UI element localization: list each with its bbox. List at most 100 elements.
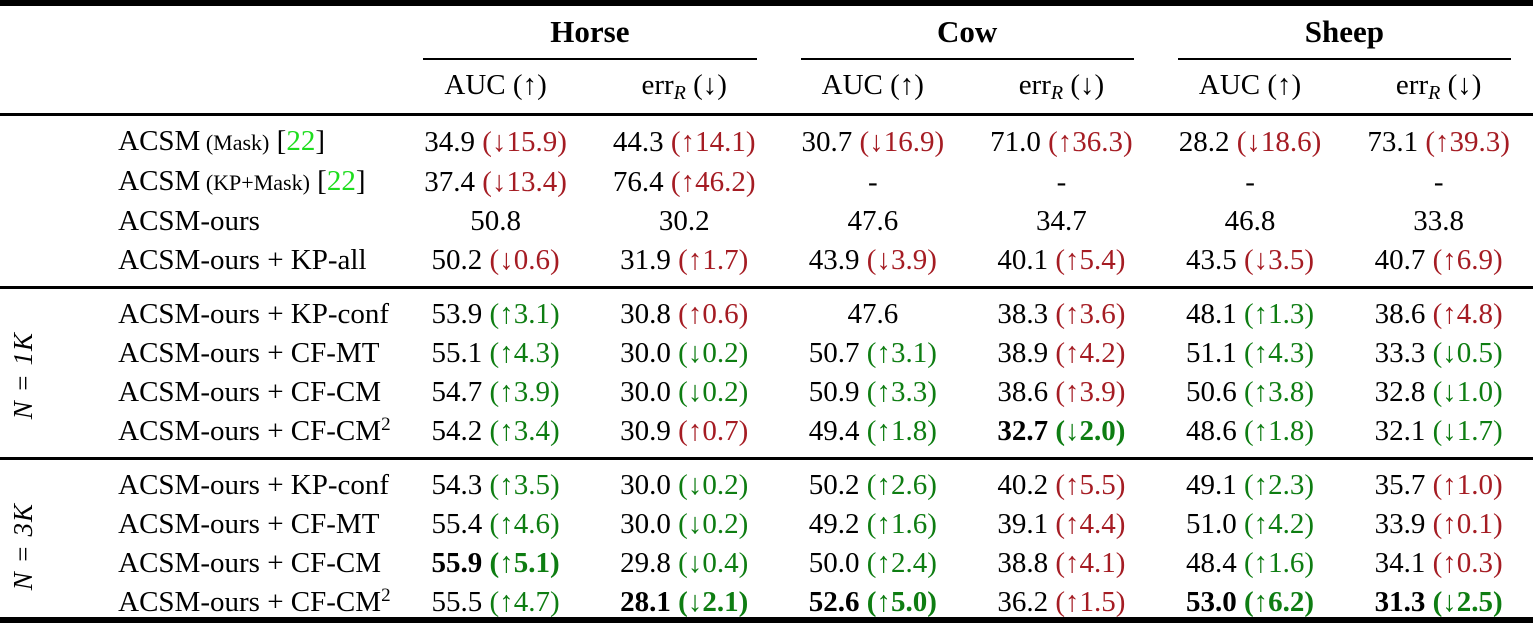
metric-value: 73.1	[1367, 125, 1419, 158]
data-cell: 52.6 (↑5.0)	[779, 583, 968, 618]
metric-delta: (↓15.9)	[475, 125, 567, 158]
metric-delta: (↑0.3)	[1425, 547, 1503, 579]
data-cell: 29.8 (↓0.4)	[590, 544, 779, 583]
metric-delta: (↑4.2)	[1048, 337, 1126, 369]
data-cell: 30.0 (↓0.2)	[590, 459, 779, 506]
metric-delta: (↑1.8)	[1236, 415, 1315, 447]
row-label: ACSM-ours + CF-CM	[46, 544, 401, 583]
data-cell: 40.2 (↑5.5)	[967, 459, 1156, 506]
citation-bracket: ]	[315, 125, 325, 157]
metric-delta: (↓2.0)	[1048, 415, 1126, 447]
metric-value: 54.2	[431, 415, 483, 447]
data-cell: -	[1344, 162, 1533, 202]
metric-value: 54.3	[431, 469, 483, 501]
metric-delta: (↑3.9)	[482, 376, 560, 408]
metric-delta: (↑5.5)	[1048, 469, 1126, 501]
metric-delta: (↑3.5)	[482, 469, 560, 501]
data-cell: 47.6	[779, 288, 968, 335]
metric-value: 40.7	[1374, 244, 1426, 276]
metric-delta: (↑4.2)	[1236, 508, 1315, 540]
metric-value: 30.0	[620, 337, 671, 369]
metric-value: 50.2	[431, 244, 483, 276]
table-row: ACSM-ours + CF-CM2 54.2 (↑3.4) 30.9 (↑0.7)…	[0, 412, 1533, 459]
metric-delta: (↓2.5)	[1425, 586, 1503, 618]
down-arrow-icon: (↓)	[685, 69, 727, 101]
group-label: Cow	[936, 14, 998, 49]
section-gutter: N = 1K	[0, 288, 46, 459]
metric-value: 29.8	[620, 547, 671, 579]
group-label: Sheep	[1304, 14, 1384, 49]
metric-value: 52.6	[808, 586, 860, 618]
metric-value: 49.4	[808, 415, 860, 447]
metric-value: 28.1	[620, 586, 671, 618]
row-label: ACSM-ours + CF-CM2	[46, 583, 401, 617]
data-cell: 71.0 (↑36.3)	[967, 115, 1156, 163]
metric-delta: (↑0.7)	[670, 415, 749, 447]
table-row: ACSM-ours + CF-CM 55.9 (↑5.1) 29.8 (↓0.4) 5…	[0, 544, 1533, 583]
metric-value: 37.4	[424, 165, 476, 198]
metric-value: 32.7	[997, 415, 1049, 447]
metric-value: 50.9	[808, 376, 860, 408]
metric-value: 48.4	[1186, 547, 1237, 579]
metric-value: 47.6	[847, 205, 899, 237]
data-cell: 50.0 (↑2.4)	[779, 544, 968, 583]
metric-delta: (↓16.9)	[852, 125, 945, 158]
metric-value: 35.7	[1374, 469, 1426, 501]
table-row: ACSM (Mask) [22] 34.9 (↓15.9) 44.3 (↑14.1)…	[0, 115, 1533, 163]
metric-value: 30.0	[620, 376, 671, 408]
data-cell: 30.0 (↓0.2)	[590, 373, 779, 412]
metric-value: 39.1	[997, 508, 1049, 540]
metric-delta: (↑4.3)	[482, 337, 560, 369]
metric-value: 31.3	[1374, 586, 1426, 618]
metric-value: 30.7	[801, 125, 853, 158]
data-cell: 51.0 (↑4.2)	[1156, 505, 1345, 544]
metric-value: -	[1433, 165, 1444, 198]
metric-value: 50.8	[470, 205, 521, 237]
row-label: ACSM-ours + CF-CM2	[46, 412, 401, 459]
method-name: ACSM	[118, 165, 201, 197]
data-cell: 49.1 (↑2.3)	[1156, 459, 1345, 506]
metric-name: err	[1018, 69, 1051, 101]
metric-value: 51.0	[1186, 508, 1237, 540]
metric-value: 50.2	[808, 469, 860, 501]
metric-header-horse-err: errR (↓)	[589, 60, 779, 116]
table-row: ACSM-ours + CF-CM2 55.5 (↑4.7) 28.1 (↓2.1)…	[0, 583, 1533, 618]
metric-value: 53.9	[431, 298, 483, 330]
data-cell: 49.4 (↑1.8)	[779, 412, 968, 459]
data-cell: 54.3 (↑3.5)	[401, 459, 590, 506]
table-header: Horse Cow Sheep AUC (↑) errR (↓) AUC (↑) errR …	[0, 6, 1533, 116]
metric-subscript: R	[1050, 82, 1064, 104]
up-arrow-icon: (↑)	[505, 69, 547, 101]
method-superscript: 2	[381, 414, 391, 435]
data-cell: 28.2 (↓18.6)	[1156, 115, 1345, 163]
metric-value: 49.1	[1186, 469, 1237, 501]
data-cell: 34.1 (↑0.3)	[1344, 544, 1533, 583]
metric-delta: (↑14.1)	[663, 125, 756, 158]
data-cell: 38.6 (↑3.9)	[967, 373, 1156, 412]
data-cell: 50.9 (↑3.3)	[779, 373, 968, 412]
metric-delta: (↑39.3)	[1418, 125, 1510, 158]
metric-delta: (↓1.0)	[1425, 376, 1503, 408]
data-cell: 33.9 (↑0.1)	[1344, 505, 1533, 544]
data-cell: 54.7 (↑3.9)	[401, 373, 590, 412]
metric-value: 51.1	[1186, 337, 1237, 369]
metric-delta: (↑3.1)	[859, 337, 937, 369]
data-cell: 33.3 (↓0.5)	[1344, 334, 1533, 373]
citation-link[interactable]: 22	[286, 125, 316, 157]
metric-delta: (↑1.6)	[1236, 547, 1315, 579]
metric-subscript: R	[673, 82, 686, 104]
row-label: ACSM-ours + CF-MT	[46, 334, 401, 373]
metric-header-cow-auc: AUC (↑)	[778, 60, 968, 116]
metric-delta: (↑3.4)	[482, 415, 560, 447]
data-cell: 38.9 (↑4.2)	[967, 334, 1156, 373]
citation-link[interactable]: 22	[326, 165, 356, 197]
metric-value: 55.5	[431, 586, 483, 618]
row-label: ACSM-ours + CF-CM	[46, 373, 401, 412]
section-n3k: N = 3K ACSM-ours + KP-conf 54.3 (↑3.5) 30.0…	[0, 458, 1533, 618]
metric-value: 53.0	[1186, 586, 1237, 618]
metric-value: 71.0	[990, 125, 1041, 158]
metric-value: 47.6	[847, 298, 899, 330]
metric-name: AUC	[444, 69, 506, 101]
metric-delta: (↑5.0)	[859, 586, 937, 618]
